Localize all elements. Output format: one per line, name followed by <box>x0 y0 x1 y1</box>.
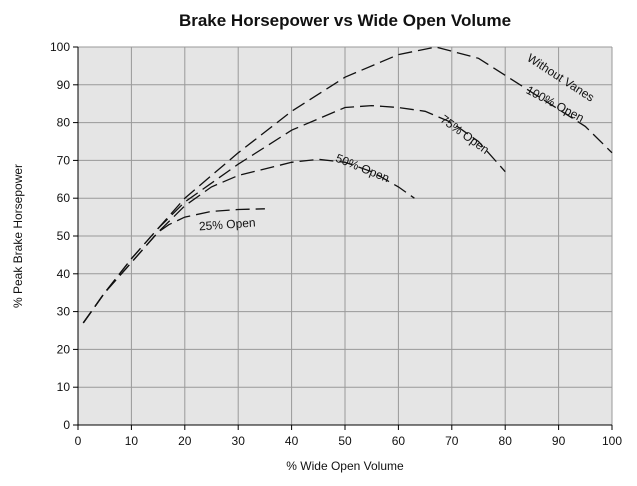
x-tick-label: 0 <box>75 434 82 448</box>
x-tick-label: 90 <box>552 434 566 448</box>
x-tick-label: 100 <box>602 434 622 448</box>
y-tick-label: 20 <box>57 342 71 356</box>
x-tick-label: 70 <box>445 434 459 448</box>
chart-title: Brake Horsepower vs Wide Open Volume <box>179 11 511 30</box>
y-axis-label: % Peak Brake Horsepower <box>11 164 25 308</box>
x-tick-label: 10 <box>125 434 139 448</box>
x-tick-label: 80 <box>499 434 513 448</box>
y-tick-label: 50 <box>57 229 71 243</box>
x-tick-label: 60 <box>392 434 406 448</box>
y-tick-label: 60 <box>57 191 71 205</box>
x-tick-label: 50 <box>338 434 352 448</box>
x-axis-label: % Wide Open Volume <box>286 459 404 473</box>
y-tick-label: 70 <box>57 153 71 167</box>
y-tick-label: 30 <box>57 305 71 319</box>
y-tick-label: 0 <box>63 418 70 432</box>
x-tick-label: 20 <box>178 434 192 448</box>
x-tick-label: 30 <box>232 434 246 448</box>
y-tick-label: 100 <box>50 40 70 54</box>
y-tick-label: 90 <box>57 78 71 92</box>
y-tick-label: 10 <box>57 380 71 394</box>
line-series <box>82 104 506 324</box>
y-tick-label: 80 <box>57 116 71 130</box>
line-series <box>82 208 265 324</box>
y-tick-label: 40 <box>57 267 71 281</box>
x-tick-label: 40 <box>285 434 299 448</box>
series-label: 25% Open <box>198 215 256 233</box>
